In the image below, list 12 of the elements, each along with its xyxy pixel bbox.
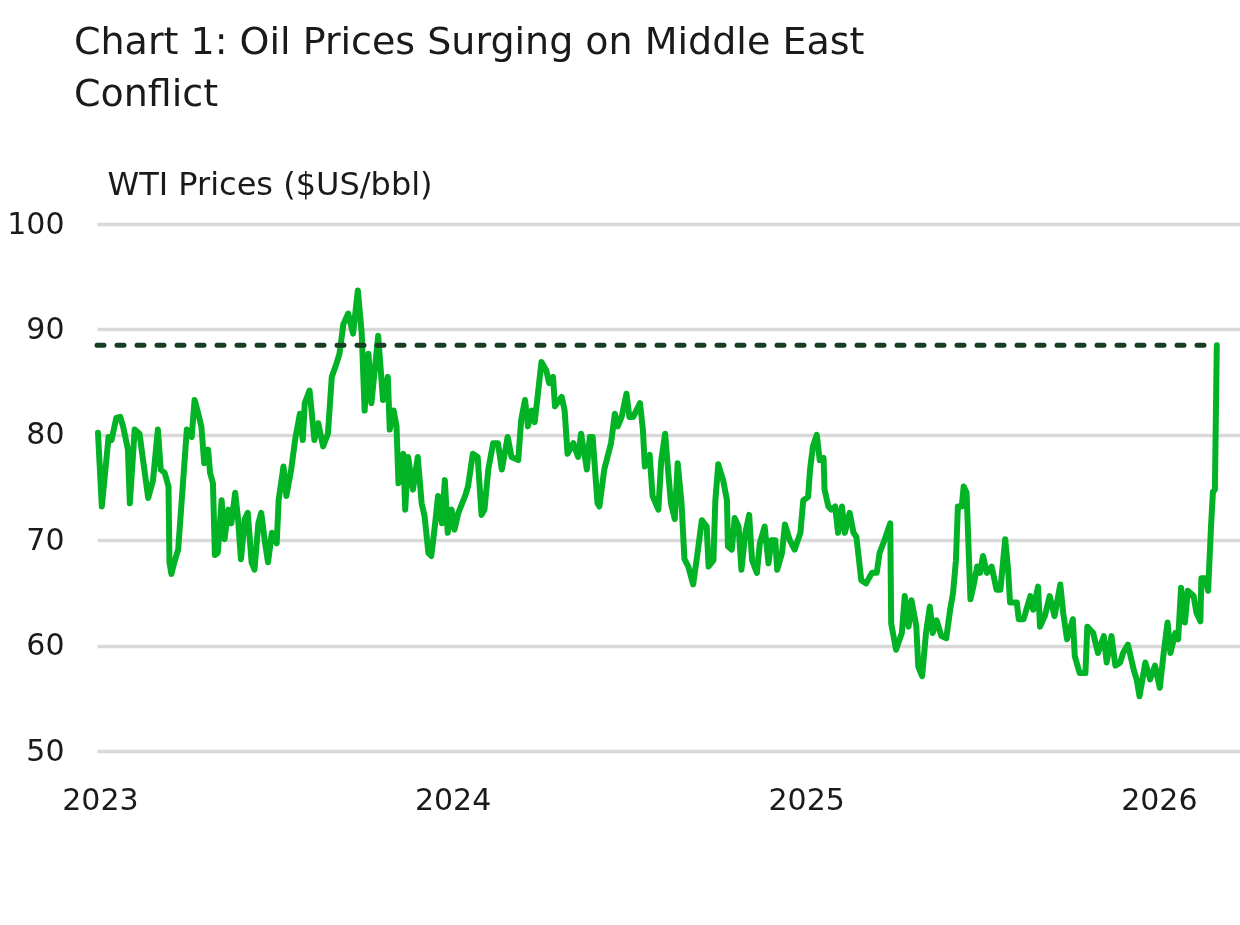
y-tick-label: 80 <box>26 416 65 452</box>
x-tick-label: 2024 <box>414 781 492 817</box>
y-tick-label: 50 <box>26 732 65 768</box>
y-tick-label: 100 <box>7 205 65 241</box>
x-tick-label: 2026 <box>1121 781 1198 817</box>
y-tick-label: 60 <box>26 627 65 663</box>
y-tick-label: 90 <box>26 310 65 346</box>
y-axis-title: WTI Prices ($US/bbl) <box>107 164 433 203</box>
x-tick-label: 2025 <box>768 781 845 817</box>
y-tick-label: 70 <box>26 521 65 557</box>
x-tick-label: 2023 <box>62 781 139 817</box>
chart-title: Chart 1: Oil Prices Surging on Middle East Conflict <box>74 19 865 115</box>
